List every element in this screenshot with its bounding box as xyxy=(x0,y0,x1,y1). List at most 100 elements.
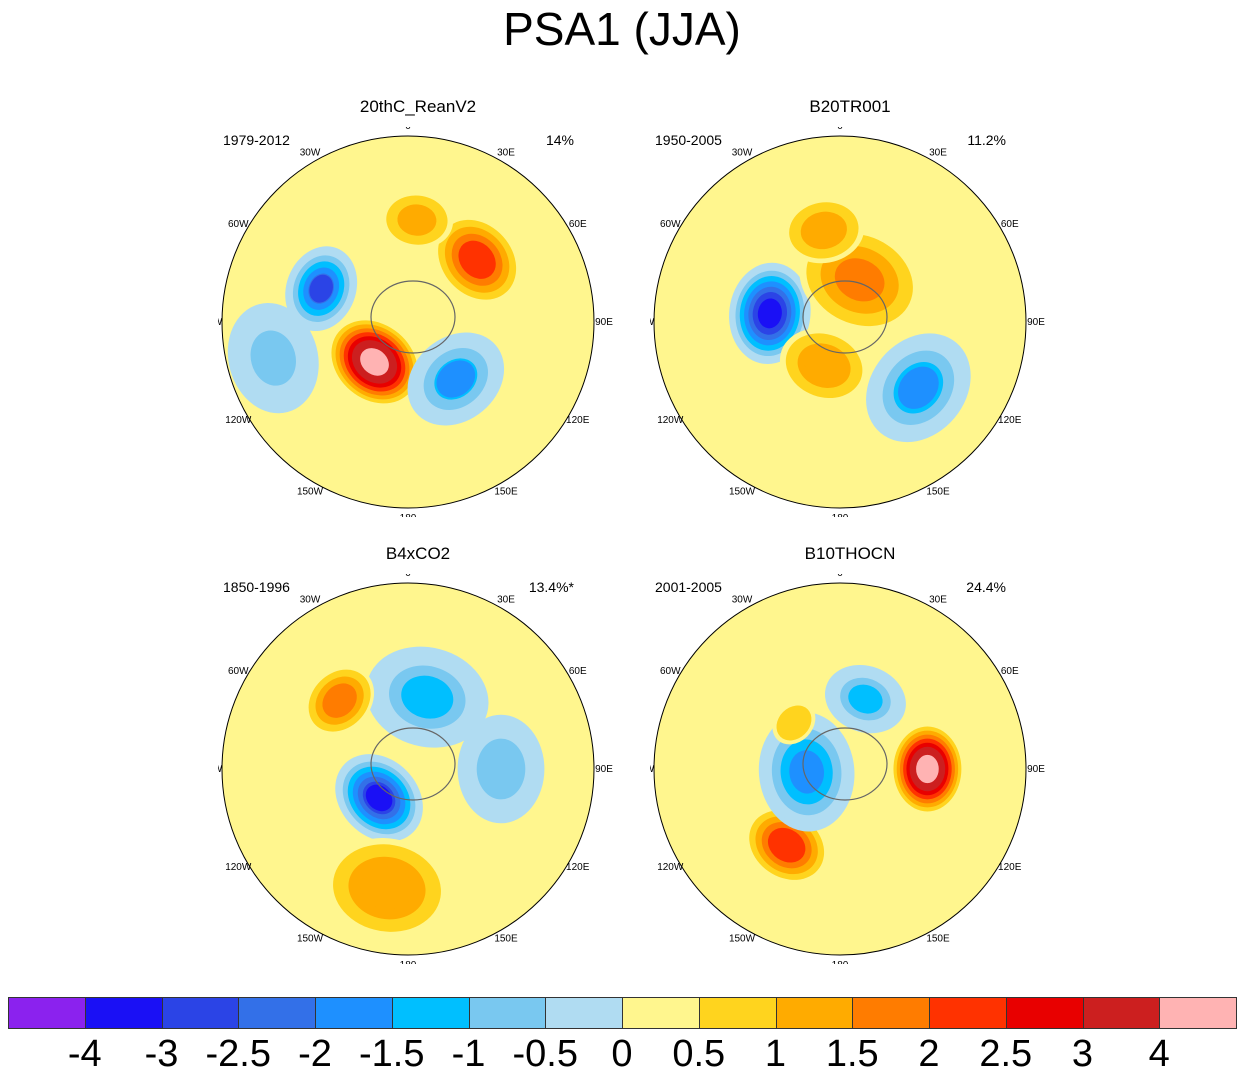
anomaly-center xyxy=(380,191,454,250)
panel-period: 1850-1996 xyxy=(223,579,290,595)
contour-fill xyxy=(772,832,801,858)
colorbar-swatch xyxy=(1159,997,1237,1029)
longitude-label: 90W xyxy=(218,764,223,775)
panel-title: B4xCO2 xyxy=(385,544,451,563)
panel-variance: 24.4% xyxy=(966,579,1006,595)
longitude-label: 30W xyxy=(732,594,753,605)
colorbar-swatch xyxy=(622,997,700,1029)
longitude-label: 30E xyxy=(929,147,947,158)
longitude-label: 30W xyxy=(732,147,753,158)
colorbar-tick-label: 0 xyxy=(611,1033,633,1075)
longitude-label: 30E xyxy=(497,594,515,605)
longitude-label: 90E xyxy=(595,764,613,775)
longitude-label: 30E xyxy=(929,594,947,605)
longitude-label: 180 xyxy=(400,960,417,964)
coastline xyxy=(370,280,456,354)
longitude-label: 120E xyxy=(566,862,590,873)
longitude-label: 30W xyxy=(300,594,321,605)
map-panel-20thc-reanv2: 20thC_ReanV2 1979-2012 14% 0 30E 60E 90E 120… xyxy=(218,97,618,517)
contour-fill xyxy=(309,274,333,303)
anomaly-center xyxy=(227,302,319,414)
map-border xyxy=(653,135,1027,509)
longitude-label: 120E xyxy=(998,415,1022,426)
polar-map: 0 30E 60E 90E 120E 150E 180 150W 120W 90W 60W 30W xyxy=(218,574,613,964)
contour-fill xyxy=(436,360,476,398)
longitude-label: 120E xyxy=(998,862,1022,873)
coastline xyxy=(802,280,888,354)
polar-map: 0 30E 60E 90E 120E 150E 180 150W 120W 90W 60W 30W xyxy=(650,127,1045,517)
anomaly-center xyxy=(824,664,906,734)
colorbar-swatch xyxy=(391,997,470,1029)
colorbar xyxy=(8,997,1237,1031)
longitude-label: 0 xyxy=(405,574,411,579)
colorbar-tick-label: 2 xyxy=(918,1033,940,1075)
longitude-label: 0 xyxy=(837,127,843,132)
anomaly-center xyxy=(758,712,855,832)
anomaly-center xyxy=(772,701,816,745)
colorbar-tick-label: -2 xyxy=(298,1033,332,1075)
longitude-label: 120W xyxy=(657,415,684,426)
anomaly-center xyxy=(729,262,811,365)
longitude-label: 0 xyxy=(837,574,843,579)
colorbar-tick-label: 1 xyxy=(764,1033,787,1075)
contour-fill xyxy=(250,330,296,386)
contour-fill xyxy=(782,711,806,735)
colorbar-swatch xyxy=(698,997,777,1029)
figure-title: PSA1 (JJA) xyxy=(503,3,741,55)
longitude-label: 120W xyxy=(225,415,252,426)
contour-fill xyxy=(757,298,782,329)
colorbar-tick-label: -3 xyxy=(144,1033,179,1075)
longitude-label: 150W xyxy=(297,934,324,945)
longitude-label: 180 xyxy=(832,513,849,517)
panel-variance: 14% xyxy=(545,132,574,148)
contour-fill xyxy=(399,206,435,234)
longitude-label: 90E xyxy=(1027,317,1045,328)
anomaly-center xyxy=(366,646,489,748)
anomaly-center xyxy=(783,197,865,264)
longitude-label: 60W xyxy=(228,219,249,230)
longitude-label: 90W xyxy=(650,317,655,328)
colorbar-swatch xyxy=(161,997,240,1029)
colorbar-swatch xyxy=(775,997,854,1029)
colorbar-tick-label: -2.5 xyxy=(205,1033,271,1075)
colorbar-tick-label: 0.5 xyxy=(672,1033,726,1075)
contour-fill xyxy=(917,756,938,782)
coastline xyxy=(370,727,456,801)
longitude-label: 60E xyxy=(569,219,587,230)
longitude-label: 150E xyxy=(926,487,950,498)
contour-fill xyxy=(476,738,526,800)
map-border xyxy=(653,582,1027,956)
anomaly-center xyxy=(335,754,423,842)
contour-fill xyxy=(462,244,492,275)
longitude-label: 150E xyxy=(926,934,950,945)
contour-fill xyxy=(361,349,388,375)
contour-fill xyxy=(804,349,844,383)
anomaly-center xyxy=(457,714,545,824)
colorbar-swatch xyxy=(929,997,1007,1029)
longitude-label: 60W xyxy=(660,219,681,230)
colorbar-tick-label: -1 xyxy=(451,1033,486,1075)
map-panel-b4xco2: B4xCO2 1850-1996 13.4%* 0 30E 60E 90E 120E 15… xyxy=(218,544,618,964)
contour-fill xyxy=(897,366,939,409)
longitude-label: 150W xyxy=(729,487,756,498)
colorbar-tick-label: 1.5 xyxy=(825,1033,879,1075)
contour-fill xyxy=(848,684,883,714)
map-border xyxy=(221,582,595,956)
contour-fill xyxy=(401,675,454,719)
map-background xyxy=(222,136,594,508)
colorbar-swatch xyxy=(545,997,623,1029)
longitude-label: 90W xyxy=(218,317,223,328)
anomaly-center xyxy=(434,216,520,304)
colorbar-swatch xyxy=(1005,997,1084,1029)
longitude-label: 30E xyxy=(497,147,515,158)
colorbar-swatch xyxy=(1082,997,1161,1029)
panel-title: B20TR001 xyxy=(809,97,891,116)
longitude-label: 180 xyxy=(832,960,849,964)
longitude-label: 60W xyxy=(228,666,249,677)
longitude-label: 150W xyxy=(729,934,756,945)
longitude-label: 150E xyxy=(494,934,518,945)
anomaly-center xyxy=(329,318,420,406)
panel-title: 20thC_ReanV2 xyxy=(359,97,477,116)
contour-fill xyxy=(789,750,825,794)
contour-fill xyxy=(326,687,353,714)
